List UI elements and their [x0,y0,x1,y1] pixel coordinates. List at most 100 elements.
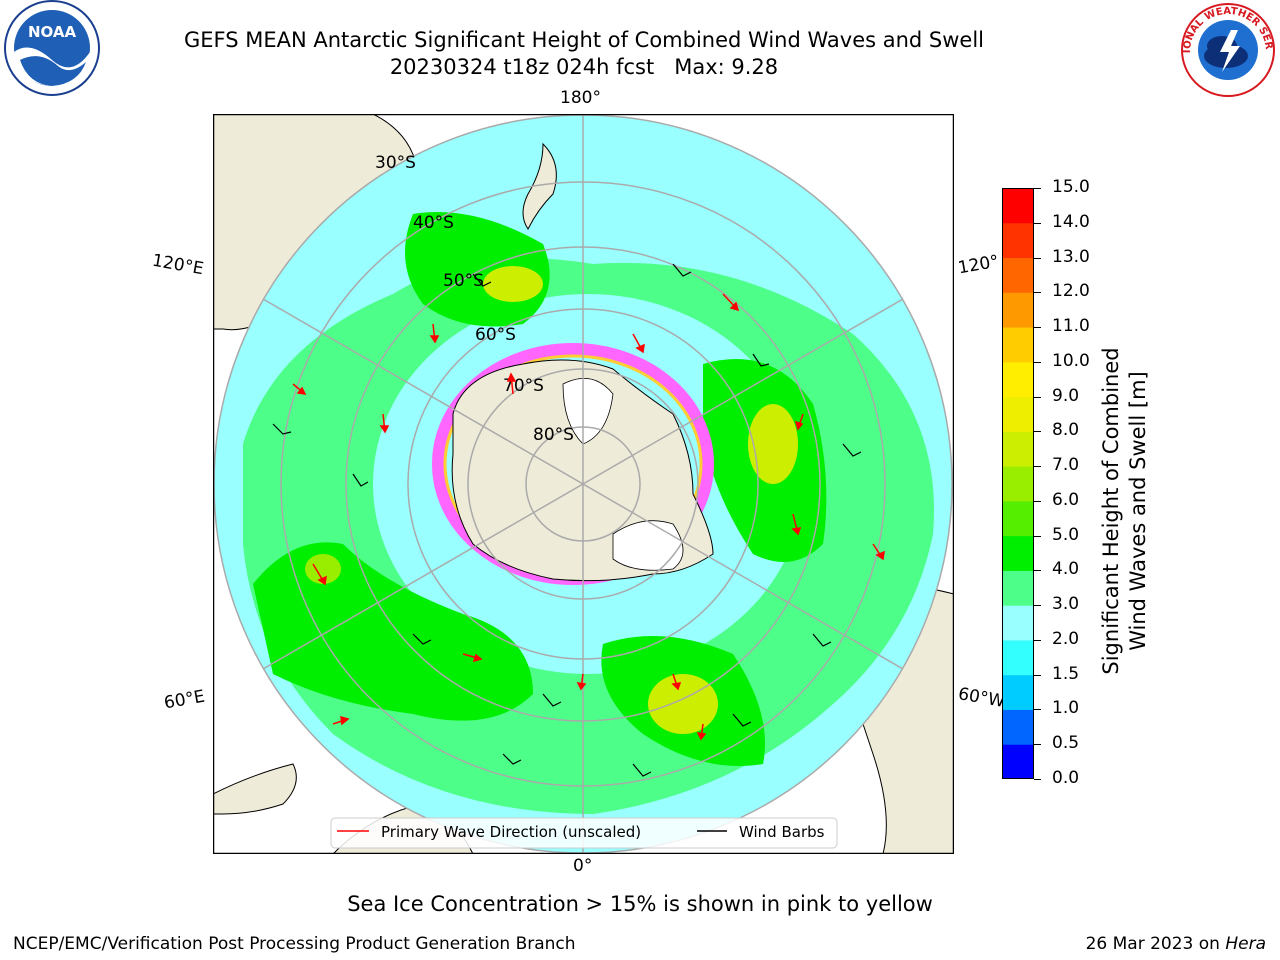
colorbar-segment [1002,709,1034,745]
colorbar-tick-label: 14.0 [1052,211,1090,232]
colorbar-tick-label: 6.0 [1052,489,1080,510]
colorbar-tick-mark [1034,500,1041,502]
colorbar-segment [1002,605,1034,641]
wind-barb [842,443,862,457]
colorbar-tick-label: 2.0 [1052,628,1080,649]
colorbar-tick-label: 13.0 [1052,246,1090,267]
lon-label-lower-right: 60°W [956,684,1007,712]
colorbar-tick-mark [1034,744,1041,746]
run-date-text: 26 Mar 2023 on [1085,934,1226,954]
colorbar-tick-label: 5.0 [1052,524,1080,545]
run-machine: Hera [1225,934,1266,954]
wave-green-west [253,542,533,721]
colorbar-tick-mark [1034,570,1041,572]
colorbar-tick-mark [1034,779,1041,780]
colorbar-tick-mark [1034,431,1041,433]
colorbar [1002,188,1034,779]
sea-ice-note: Sea Ice Concentration > 15% is shown in … [347,892,933,916]
lat-label-60s: 60°S [475,325,516,345]
colorbar-segment [1002,188,1034,224]
noaa-logo-text: NOAA [28,23,77,41]
wave-arrow-head [875,550,885,561]
wave-arrow-head [472,653,483,663]
wave-arrow-head [791,527,802,536]
colorbar-border [1002,188,1034,779]
wave-arrow-head [635,343,645,354]
wave-arrow-head [576,682,587,691]
colorbar-segment [1002,570,1034,606]
wave-arrow-head [506,372,517,382]
colorbar-segment [1002,431,1034,467]
lon-label-upper-left: 120°E [150,250,206,280]
colorbar-tick-mark [1034,188,1041,189]
polar-wave-map: 30°S 40°S 50°S 60°S 70°S 80°S [213,114,954,854]
wind-barb [632,763,652,777]
colorbar-segment [1002,674,1034,710]
wave-arrows [292,293,885,741]
colorbar-tick-label: 3.0 [1052,594,1080,615]
colorbar-segment [1002,257,1034,293]
legend-barb-label: Wind Barbs [739,823,825,841]
lon-label-lower-left: 60°E [162,686,207,714]
colorbar-segment [1002,466,1034,502]
colorbar-tick-mark [1034,709,1041,711]
lat-label-50s: 50°S [443,271,484,291]
colorbar-tick-label: 12.0 [1052,281,1090,302]
nws-logo: NATIONAL WEATHER SERVICE [1176,0,1275,97]
colorbar-tick-mark [1034,292,1041,294]
colorbar-tick-label: 0.5 [1052,733,1080,754]
wind-barb [352,473,369,487]
colorbar-tick-label: 1.0 [1052,698,1080,719]
wind-barbs [272,263,862,777]
lat-label-30s: 30°S [375,153,416,173]
wind-barb [812,633,832,647]
wave-arrow-head [794,420,804,431]
map-legend: Primary Wave Direction (unscaled) Wind B… [330,817,838,849]
chart-title: GEFS MEAN Antarctic Significant Height o… [183,28,985,52]
colorbar-tick-mark [1034,605,1041,607]
ice-shelf-weddell [612,520,684,571]
colorbar-label: Significant Height of Combined Wind Wave… [1098,311,1152,711]
wave-arrow-head [429,335,440,344]
colorbar-tick-label: 8.0 [1052,420,1080,441]
colorbar-segment [1002,222,1034,259]
lon-label-top: 180° [560,88,601,108]
colorbar-tick-label: 0.0 [1052,768,1080,788]
wave-max-east [748,404,798,484]
colorbar-tick-mark [1034,466,1041,468]
wave-max-west [305,554,341,584]
colorbar-segment [1002,396,1034,432]
colorbar-tick-mark [1034,674,1041,676]
colorbar-tick-label: 10.0 [1052,350,1090,371]
wave-arrow-head [671,682,682,691]
colorbar-label-line2: Wind Waves and Swell [m] [1126,371,1150,651]
wave-arrow-head [296,386,307,395]
colorbar-tick-label: 15.0 [1052,177,1090,197]
colorbar-tick-label: 11.0 [1052,316,1090,337]
colorbar-segment [1002,639,1034,676]
land-new-zealand [522,142,557,230]
colorbar-tick-mark [1034,222,1041,224]
lon-label-upper-right: 120° [956,251,1001,279]
colorbar-segment [1002,327,1034,363]
colorbar-label-line1: Significant Height of Combined [1099,347,1123,675]
colorbar-tick-mark [1034,327,1041,329]
colorbar-segment [1002,744,1034,779]
colorbar-tick-mark [1034,396,1041,398]
wave-arrow-head [696,732,707,741]
wind-barb [502,753,522,765]
wind-barb [732,713,752,727]
wave-arrow-head [379,425,390,434]
colorbar-tick-label: 4.0 [1052,559,1080,580]
colorbar-tick-label: 1.5 [1052,663,1080,684]
colorbar-tick-mark [1034,535,1041,537]
legend-wave-label: Primary Wave Direction (unscaled) [381,823,641,841]
wave-arrow-head [317,575,327,586]
wave-arrow-head [729,301,740,312]
wave-arrow-head [340,715,350,726]
colorbar-tick-mark [1034,257,1041,259]
wind-barb [272,423,292,435]
colorbar-tick-label: 9.0 [1052,385,1080,406]
chart-subtitle: 20230324 t18z 024h fcst Max: 9.28 [389,55,779,79]
wave-max-south [648,674,718,734]
